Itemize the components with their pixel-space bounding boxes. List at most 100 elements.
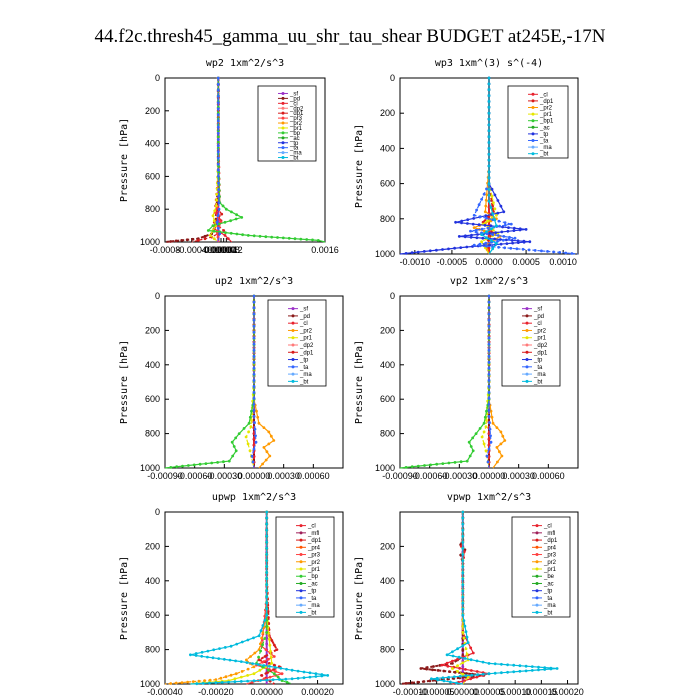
series-point: [293, 237, 297, 241]
x-tick-label: 0.0000: [475, 257, 503, 267]
series-point: [472, 217, 476, 220]
series-point: [480, 227, 484, 231]
legend-marker: [299, 574, 303, 578]
series-point: [461, 631, 465, 634]
series-point: [224, 231, 227, 235]
series-point: [487, 372, 491, 376]
series-point: [174, 681, 178, 685]
series-point: [487, 336, 491, 340]
series-point: [543, 668, 547, 671]
x-tick-label: -0.00090: [382, 471, 418, 481]
legend-box: [507, 85, 569, 159]
legend-marker: [281, 131, 285, 135]
series-point: [229, 231, 233, 235]
legend-label: _ac: [539, 125, 550, 131]
series-point: [475, 236, 479, 240]
series-point: [487, 312, 491, 316]
x-tick-label: 0.00010: [499, 687, 532, 697]
series-point: [497, 219, 501, 223]
series-point: [254, 440, 258, 444]
series-point: [503, 439, 507, 442]
series-point: [287, 236, 291, 240]
series-point: [253, 421, 256, 425]
series-point: [265, 625, 269, 628]
series-point: [495, 446, 499, 449]
series-point: [471, 449, 475, 453]
legend-label: _dp1: [307, 538, 322, 544]
series-point: [272, 655, 276, 658]
series-point: [435, 462, 439, 466]
series-point: [180, 239, 184, 242]
series-point: [252, 390, 256, 394]
series-point: [484, 198, 488, 202]
series-point: [461, 583, 465, 587]
series-point: [261, 631, 265, 634]
series-point: [506, 670, 509, 674]
series-point: [267, 430, 271, 434]
panel-title: vpwp 1xm^2/s^3: [447, 492, 531, 503]
series-point: [404, 682, 408, 685]
legend-label: _mfl: [543, 531, 555, 537]
series-point: [447, 247, 450, 251]
series-point: [224, 675, 228, 679]
series-point: [463, 624, 467, 628]
legend-marker: [525, 372, 529, 376]
series-point: [454, 220, 457, 224]
series-point: [487, 324, 491, 328]
y-tick-label: 400: [380, 143, 395, 153]
series-point: [264, 648, 268, 651]
x-tick-label: -0.00040: [147, 687, 183, 697]
legend-marker: [535, 610, 539, 614]
x-tick-label: -0.00030: [207, 471, 243, 481]
legend-label: _dp2: [533, 343, 548, 349]
series-point: [487, 366, 491, 370]
series-point: [485, 230, 488, 234]
series-point: [248, 449, 252, 453]
legend-label: _mfl: [307, 531, 319, 537]
series-point: [485, 409, 488, 413]
series-point: [475, 670, 479, 673]
series-point: [459, 246, 463, 250]
series-point: [469, 658, 473, 662]
legend-label: _sf: [289, 91, 298, 97]
legend-label: _tp: [539, 132, 549, 138]
series-point: [485, 193, 489, 197]
series-point: [465, 653, 469, 656]
series-point: [206, 229, 210, 232]
series-point: [478, 215, 482, 219]
legend-label: _pr1: [289, 126, 303, 132]
legend-marker: [291, 336, 295, 340]
series-point: [448, 680, 452, 684]
series-point: [195, 682, 199, 686]
series-point: [499, 204, 503, 208]
series-point: [487, 378, 491, 382]
series-point: [487, 100, 491, 103]
series-point: [259, 679, 262, 682]
legend-label: _pd: [289, 96, 300, 102]
series-point: [464, 630, 468, 634]
legend-marker: [535, 596, 539, 600]
legend-label: _dp1: [533, 350, 548, 356]
legend-label: _bt: [299, 379, 309, 385]
legend-marker: [299, 589, 303, 593]
y-axis-label: Pressure [hPa]: [354, 124, 365, 208]
legend-marker: [281, 141, 285, 145]
series-point: [208, 678, 212, 682]
legend-label: _bt: [307, 610, 317, 616]
series-point: [494, 231, 498, 235]
legend-label: _pr1: [299, 336, 313, 342]
legend-marker: [535, 574, 539, 578]
series-point: [252, 318, 256, 322]
series-point: [461, 565, 465, 568]
series-point: [233, 680, 237, 684]
y-tick-label: 200: [145, 106, 160, 116]
legend-marker: [291, 350, 295, 354]
series-point: [455, 681, 458, 685]
y-tick-label: 400: [145, 576, 160, 586]
series-point: [465, 459, 469, 463]
series-point: [198, 462, 202, 466]
series-point: [558, 251, 562, 254]
series-point: [257, 421, 261, 425]
series-point: [442, 679, 446, 683]
series-point: [500, 230, 504, 234]
